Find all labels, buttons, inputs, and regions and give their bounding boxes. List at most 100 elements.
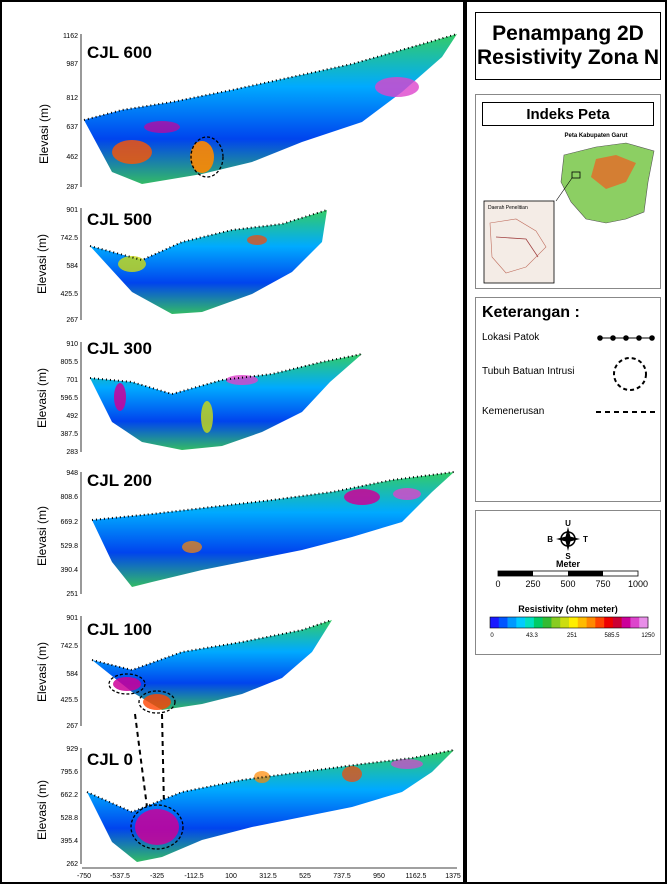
legend-item-stake: Lokasi Patok [482,332,540,343]
compass-north: U [565,519,571,528]
title-line-2: Resistivity Zona N [476,46,660,69]
colorbar-swatch [507,617,517,628]
colorbar-swatch [630,617,640,628]
y-tick: 901 [66,615,78,622]
colorbar-tick: 1250 [641,633,655,639]
y-tick: 901 [66,207,78,214]
legend-item-intrusion: Tubuh Batuan Intrusi [482,366,575,377]
y-tick: 425.5 [60,291,78,298]
compass-icon: U S B T [547,519,588,561]
y-tick: 662.2 [60,792,78,799]
x-tick: 312.5 [259,873,277,880]
colorbar-swatch [577,617,587,628]
y-tick: 584 [66,671,78,678]
compass-east: T [583,535,588,544]
y-tick: 808.6 [60,494,78,501]
colorbar-swatch [551,617,561,628]
colorbar-tick: 251 [567,633,578,639]
index-map-image: Peta Kabupaten Garut Daerah Penelitian [476,127,660,287]
scale-tick: 250 [525,579,540,589]
y-axis-label: Elevasi (m) [35,642,49,702]
x-tick: 100 [225,873,237,880]
x-axis: -750 -537.5 -325 -112.5 100 312.5 525 73… [77,867,461,880]
resistivity-section [92,620,332,710]
colorbar-swatch [542,617,552,628]
x-tick: 525 [299,873,311,880]
dot-line-symbol [597,335,655,341]
profile-cjl-300: CJL 300 Elevasi (m) 910 805.5 701 596.5 … [35,339,363,456]
scale-tick: 750 [595,579,610,589]
continuity-lines [134,713,165,808]
y-tick: 637 [66,124,78,131]
inset-label: Daerah Penelitian [488,205,528,211]
region-label: Peta Kabupaten Garut [564,133,627,139]
colorbar-tick: 0 [490,633,494,639]
y-axis-label: Elevasi (m) [35,506,49,566]
profile-title: CJL 0 [87,750,133,769]
x-tick: -750 [77,873,91,880]
colorbar-swatch [604,617,614,628]
x-tick: -537.5 [110,873,130,880]
colorbar-swatch [525,617,535,628]
colorbar-label: Resistivity (ohm meter) [518,604,618,614]
scale-tick: 0 [495,579,500,589]
y-tick: 262 [66,861,78,868]
y-tick: 395.4 [60,838,78,845]
colorbar-swatch [569,617,579,628]
title-line-1: Penampang 2D [492,22,644,45]
map-title: Penampang 2D Resistivity Zona N [475,12,661,80]
y-tick: 742.5 [60,643,78,650]
profile-cjl-200: CJL 200 Elevasi (m) 948 808.6 669.2 529.… [35,470,455,598]
y-tick: 390.4 [60,567,78,574]
y-tick: 805.5 [60,359,78,366]
y-tick: 251 [66,591,78,598]
profile-title: CJL 100 [87,620,152,639]
y-tick: 812 [66,95,78,102]
y-tick: 267 [66,723,78,730]
scale-label: Meter [556,559,581,569]
y-tick: 910 [66,341,78,348]
y-tick: 425.5 [60,697,78,704]
y-tick: 1162 [63,33,78,40]
colorbar-swatch [612,617,622,628]
resistivity-section [90,210,327,314]
colorbar-swatch [595,617,605,628]
profile-cjl-500: CJL 500 Elevasi (m) 901 742.5 584 425.5 … [35,207,328,324]
y-tick: 795.6 [60,769,78,776]
dashed-circle-symbol [613,357,647,391]
y-tick: 596.5 [60,395,78,402]
x-tick: 1375 [445,873,461,880]
y-axis-label: Elevasi (m) [37,104,51,164]
legend-heading: Keterangan : [482,304,580,321]
colorbar [489,616,649,629]
y-tick: 929 [66,746,78,753]
x-tick: 737.5 [333,873,351,880]
colorbar-tick: 585.5 [604,633,620,639]
colorbar-swatch [586,617,596,628]
legend-item-continuity: Kemenerusan [482,406,545,417]
index-map-box: Indeks Peta Peta Kabupaten Garut Daerah … [475,94,661,289]
y-tick: 584 [66,263,78,270]
y-tick: 287 [66,184,78,191]
side-panel: Penampang 2D Resistivity Zona N Indeks P… [465,0,667,884]
y-tick: 387.5 [60,431,78,438]
resistivity-section [90,354,362,450]
y-tick: 529.8 [60,543,78,550]
colorbar-swatch [639,617,649,628]
legend-box: Keterangan : Lokasi Patok Tubuh Batuan I… [475,297,661,502]
profiles-frame: CJL 600 Elevasi (m) 1162 987 812 637 462… [0,0,465,884]
colorbar-swatch [516,617,526,628]
scale-bar: 0 250 500 750 1000 [495,570,648,589]
profile-title: CJL 200 [87,471,152,490]
compass-west: B [547,535,553,544]
x-tick: -112.5 [184,873,203,880]
y-tick: 267 [66,317,78,324]
profile-title: CJL 300 [87,339,152,358]
profile-title: CJL 500 [87,210,152,229]
y-axis-label: Elevasi (m) [35,368,49,428]
inset-map [483,200,555,284]
compass-south: S [565,552,571,561]
colorbar-swatch [621,617,631,628]
profile-cjl-0: CJL 0 Elevasi (m) 929 795.6 662.2 528.8 … [35,746,455,868]
x-tick: 1162.5 [406,873,427,880]
